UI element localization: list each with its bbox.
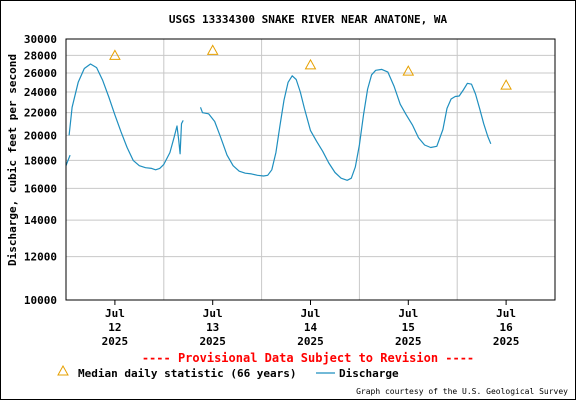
- plot-series: [65, 44, 512, 181]
- y-tick-label: 14000: [24, 214, 57, 227]
- credit-text: Graph courtesy of the U.S. Geological Su…: [356, 387, 568, 396]
- discharge-line: [68, 63, 184, 171]
- plot-area-border: [65, 38, 556, 301]
- y-tick-label: 10000: [24, 294, 57, 307]
- y-axis-label: Discharge, cubic feet per second: [6, 54, 19, 266]
- y-tick-labels: 10000 12000 14000 16000 18000 20000 22000 24000…: [24, 33, 57, 307]
- x-tick-label: Jul: [105, 307, 125, 320]
- x-tick-label: 2025: [199, 335, 226, 348]
- y-tick-label: 28000: [24, 49, 57, 62]
- y-tick-label: 30000: [24, 33, 57, 46]
- y-tick-label: 24000: [24, 86, 57, 99]
- x-tick-label: 16: [499, 321, 513, 334]
- legend-median-marker: [57, 364, 69, 376]
- x-tick-label: 12: [108, 321, 121, 334]
- x-tick-label: 2025: [297, 335, 324, 348]
- x-tick-label: 14: [304, 321, 318, 334]
- x-tick-labels: Jul122025Jul132025Jul142025Jul152025Jul1…: [102, 300, 520, 348]
- legend-discharge-label: Discharge: [339, 367, 399, 380]
- y-tick-label: 12000: [24, 251, 57, 264]
- x-tick-label: 13: [206, 321, 219, 334]
- x-tick-label: 15: [402, 321, 415, 334]
- y-tick-label: 26000: [24, 67, 57, 80]
- median-marker: [109, 49, 121, 60]
- legend-median-label: Median daily statistic (66 years): [78, 367, 297, 380]
- y-tick-label: 22000: [24, 107, 57, 120]
- y-tick-label: 16000: [24, 182, 57, 195]
- x-tick-label: 2025: [395, 335, 422, 348]
- y-tick-label: 18000: [24, 154, 57, 167]
- provisional-notice: ---- Provisional Data Subject to Revisio…: [142, 351, 474, 365]
- median-marker: [206, 44, 219, 55]
- chart-title: USGS 13334300 SNAKE RIVER NEAR ANATONE, …: [169, 13, 448, 26]
- discharge-line: [199, 68, 492, 181]
- legend: Median daily statistic (66 years) Discha…: [57, 364, 399, 380]
- discharge-line: [65, 154, 71, 166]
- y-tick-label: 20000: [24, 129, 57, 142]
- x-tick-label: Jul: [398, 307, 418, 320]
- x-tick-label: 2025: [493, 335, 520, 348]
- grid-lines: [66, 38, 555, 301]
- median-marker: [402, 65, 415, 76]
- median-marker: [304, 58, 317, 70]
- x-tick-label: 2025: [102, 335, 129, 348]
- x-tick-label: Jul: [203, 307, 223, 320]
- median-marker: [500, 79, 512, 90]
- x-tick-label: Jul: [301, 307, 321, 320]
- x-tick-label: Jul: [496, 307, 516, 320]
